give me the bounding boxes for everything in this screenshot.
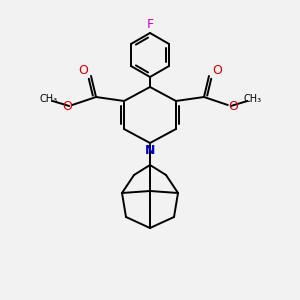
Text: O: O xyxy=(78,64,88,77)
Text: O: O xyxy=(62,100,72,113)
Text: O: O xyxy=(228,100,238,113)
Text: F: F xyxy=(146,17,154,31)
Text: CH₃: CH₃ xyxy=(243,94,261,104)
Text: CH₃: CH₃ xyxy=(40,94,58,104)
Text: O: O xyxy=(212,64,222,77)
Text: N: N xyxy=(145,145,155,158)
